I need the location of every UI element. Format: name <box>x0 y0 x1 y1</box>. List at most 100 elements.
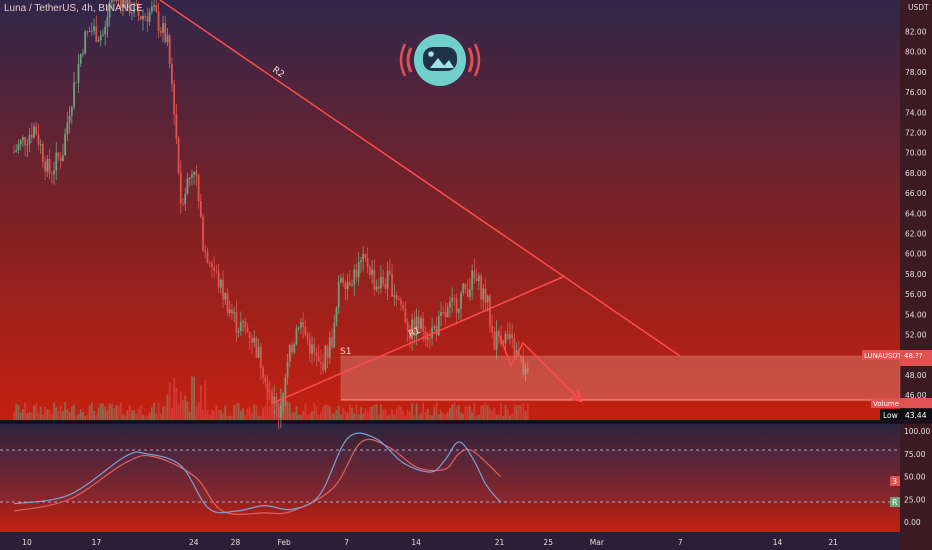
candle-body <box>39 144 42 145</box>
volume-bar <box>437 414 440 420</box>
candle-body <box>237 330 240 333</box>
candle-body <box>420 318 422 329</box>
volume-bar <box>268 405 271 420</box>
candle-body <box>433 326 436 328</box>
volume-bar <box>304 403 307 420</box>
price-tick-label: 60.00 <box>905 250 927 259</box>
volume-bar <box>62 410 64 420</box>
volume-bar <box>506 409 509 420</box>
volume-bar <box>75 415 78 420</box>
candle-body <box>208 262 211 264</box>
candle-body <box>73 82 75 108</box>
volume-bar <box>442 412 445 420</box>
candle-body <box>293 343 296 353</box>
price-tick-label: 62.00 <box>905 230 927 239</box>
candle-body <box>440 312 442 316</box>
candle-body <box>139 16 142 20</box>
volume-bar <box>509 415 511 420</box>
volume-bar <box>493 407 496 420</box>
candle-body <box>322 363 325 371</box>
volume-bar <box>215 405 218 420</box>
candle-body <box>455 298 458 313</box>
r1-trendline[interactable] <box>272 275 566 404</box>
stoch-k-line <box>13 432 501 514</box>
osc-tick-label: 50.00 <box>904 473 926 482</box>
price-tick-label: 66.00 <box>905 189 927 198</box>
r2-trendline[interactable] <box>159 0 681 357</box>
volume-bar <box>406 409 409 420</box>
candle-body <box>115 0 118 1</box>
projection-path[interactable] <box>499 335 580 400</box>
candle-body <box>168 35 171 64</box>
volume-bar <box>77 413 80 420</box>
candle-body <box>179 172 182 204</box>
candle-body <box>375 286 378 290</box>
candle-body <box>126 0 129 8</box>
volume-bar <box>391 409 393 420</box>
candle-body <box>380 276 382 289</box>
candle-body <box>313 344 316 353</box>
candle-body <box>64 133 67 156</box>
time-tick-label: 10 <box>22 538 32 547</box>
volume-bar <box>166 394 169 420</box>
volume-bar <box>228 415 231 420</box>
candle-body <box>493 332 496 350</box>
symbol-tag <box>862 350 900 360</box>
volume-bar <box>500 402 502 420</box>
candle-body <box>360 260 362 263</box>
volume-bar <box>413 415 416 420</box>
price-tick-label: 82.00 <box>905 28 927 37</box>
volume-bar <box>417 414 420 420</box>
candle-body <box>162 23 164 33</box>
volume-bar <box>364 407 367 420</box>
candle-body <box>155 5 158 12</box>
candle-body <box>453 297 456 299</box>
candle-body <box>406 322 409 331</box>
volume-bar <box>222 413 224 420</box>
volume-bar <box>242 407 244 420</box>
candle-body <box>142 15 144 20</box>
time-tick-label: 28 <box>231 538 241 547</box>
candle-body <box>522 358 525 375</box>
volume-bar <box>19 412 22 420</box>
candle-body <box>95 26 98 42</box>
volume-bar <box>35 403 38 420</box>
candle-body <box>224 293 227 300</box>
volume-bar <box>411 403 413 420</box>
candle-body <box>477 275 480 282</box>
time-tick-label: 25 <box>543 538 553 547</box>
candle-body <box>426 337 429 340</box>
volume-bar <box>164 406 167 420</box>
candle-body <box>402 304 405 309</box>
price-axis <box>900 0 932 550</box>
volume-value-tag <box>900 398 932 408</box>
volume-bar <box>460 412 462 420</box>
candle-body <box>428 337 431 339</box>
volume-bar <box>93 410 95 420</box>
volume-bar <box>471 412 474 420</box>
volume-bar <box>435 402 438 420</box>
volume-bar <box>402 410 405 420</box>
candle-body <box>495 331 498 350</box>
low-label: Low <box>883 411 898 420</box>
low-value: 43.44 <box>905 411 927 420</box>
candle-body <box>122 0 124 8</box>
candle-body <box>59 157 62 162</box>
volume-bar <box>253 404 256 420</box>
candle-body <box>199 201 202 217</box>
volume-bar <box>206 409 209 420</box>
candle-body <box>306 334 309 340</box>
volume-bar <box>88 405 91 420</box>
time-tick-label: Feb <box>277 538 291 547</box>
candle-body <box>175 114 178 139</box>
candle-body <box>35 126 38 135</box>
candle-body <box>104 26 107 35</box>
candle-body <box>460 292 462 309</box>
candle-body <box>262 367 264 378</box>
candle-body <box>384 283 387 289</box>
oscillator-pane <box>0 424 900 532</box>
volume-bar <box>377 414 380 420</box>
candle-body <box>509 334 511 339</box>
s1-support-zone[interactable] <box>340 355 901 401</box>
